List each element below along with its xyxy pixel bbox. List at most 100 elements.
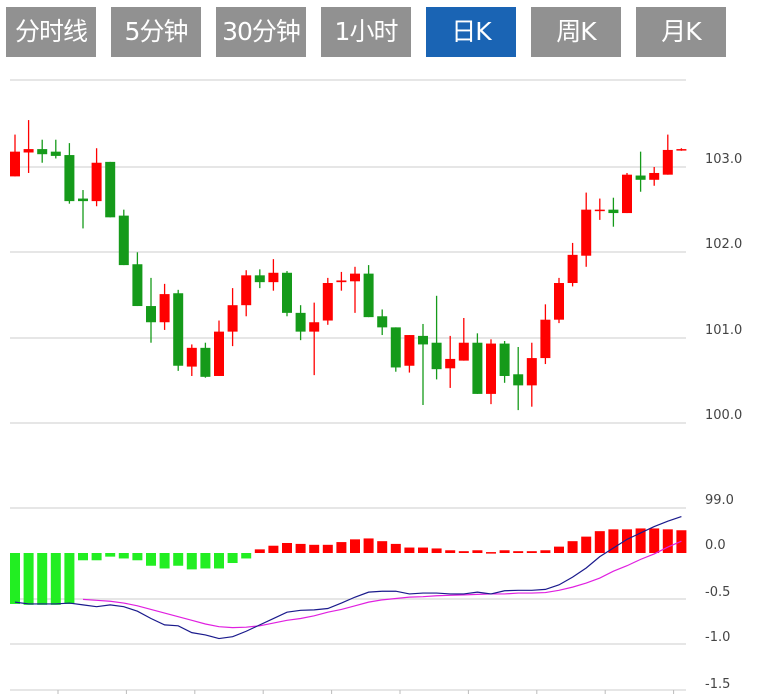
macd-tick-label: -1.0 [705, 630, 730, 645]
candle-body [635, 175, 646, 180]
tab-weekly-k[interactable]: 周K [531, 7, 621, 57]
macd-bar [363, 538, 374, 553]
candle [472, 333, 483, 394]
macd-bar [23, 553, 34, 605]
candle-body [608, 209, 619, 214]
candle-body [581, 209, 592, 256]
macd-histogram [10, 528, 687, 605]
candle [200, 342, 211, 378]
candle [295, 305, 306, 341]
tab-1hour[interactable]: 1小时 [321, 7, 411, 57]
macd-bar [458, 551, 469, 553]
macd-lines [14, 516, 682, 640]
candle [540, 304, 551, 365]
macd-bar [431, 548, 442, 553]
candle-body [132, 264, 143, 307]
macd-bar [662, 529, 673, 553]
candle-body [363, 273, 374, 318]
candle-body [118, 215, 129, 266]
macd-bar [404, 547, 415, 553]
candle [404, 335, 415, 373]
candle [554, 277, 564, 324]
candle [526, 342, 537, 407]
candle-body [526, 358, 537, 386]
candle [567, 242, 578, 287]
candle [23, 120, 34, 173]
candle-body [649, 172, 660, 180]
macd-bar [377, 541, 388, 553]
tab-monthly-k[interactable]: 月K [636, 7, 726, 57]
candles [10, 120, 687, 411]
macd-bar [635, 528, 646, 553]
candle [390, 327, 401, 372]
price-tick-label: 101.0 [705, 323, 742, 338]
candle [227, 288, 238, 347]
candle-body [336, 280, 347, 283]
candle-body [350, 273, 360, 282]
macd-bar [540, 550, 551, 553]
candle-body [214, 331, 224, 376]
tab-timeshare[interactable]: 分时线 [6, 7, 96, 57]
dea-line [82, 540, 682, 629]
macd-bar [227, 553, 238, 564]
macd-bar [390, 543, 401, 553]
candle [608, 197, 619, 227]
candle [146, 277, 156, 343]
candle-body [23, 149, 34, 153]
candle-body [227, 305, 238, 332]
candle [499, 341, 510, 383]
macd-bar [91, 553, 102, 561]
macd-bar [322, 544, 333, 553]
dif-line [14, 516, 682, 640]
candle-body [431, 342, 442, 370]
candle-body [295, 312, 306, 332]
candle [254, 269, 265, 289]
candle-body [676, 149, 687, 151]
candle-body [173, 293, 184, 366]
macd-bar [37, 553, 48, 605]
candle [309, 302, 320, 376]
candle [458, 317, 469, 361]
macd-bar [581, 536, 592, 553]
candle-body [322, 283, 333, 321]
macd-bar [132, 553, 143, 561]
candle [581, 192, 592, 267]
macd-bar [472, 550, 483, 553]
candle [418, 323, 428, 405]
macd-bar [200, 553, 211, 569]
candle-body [554, 283, 564, 320]
candle-body [254, 275, 265, 283]
price-tick-label: 100.0 [705, 408, 742, 423]
candle [676, 148, 687, 151]
tab-5min[interactable]: 5分钟 [111, 7, 201, 57]
candle [64, 143, 75, 204]
macd-bar [622, 529, 632, 553]
candle [91, 148, 102, 207]
candle-body [241, 275, 252, 306]
candle [10, 134, 20, 177]
macd-bar [10, 553, 20, 604]
candle-body [10, 151, 20, 177]
candle-body [662, 149, 673, 175]
candle [662, 134, 673, 175]
candle [132, 252, 143, 307]
tab-daily-k[interactable]: 日K [426, 7, 516, 57]
tab-30min[interactable]: 30分钟 [216, 7, 306, 57]
macd-bar [336, 542, 347, 553]
macd-bar [214, 553, 224, 569]
candle-body [377, 316, 388, 328]
candle [282, 271, 292, 317]
candle-body [540, 319, 551, 359]
candle [350, 266, 360, 313]
candle [445, 335, 456, 388]
macd-bar [486, 552, 496, 554]
candle [322, 277, 333, 325]
macd-bar [282, 542, 292, 553]
macd-bar [567, 541, 578, 553]
candle-body [499, 343, 510, 376]
candle [50, 139, 61, 159]
candle-body [159, 294, 170, 323]
macd-tick-label: 0.0 [705, 538, 726, 553]
candle-body [472, 342, 483, 394]
